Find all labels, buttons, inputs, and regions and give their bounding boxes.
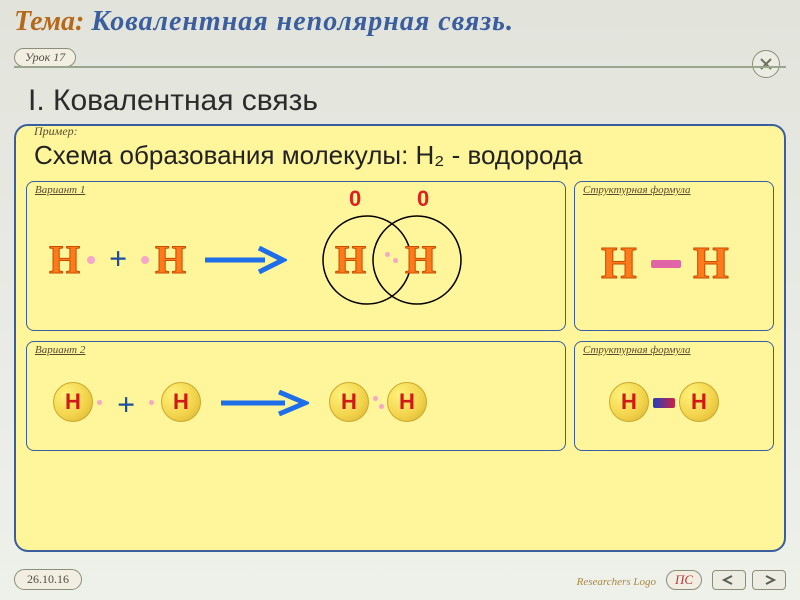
plus-symbol: + — [117, 386, 135, 423]
h-symbol: H — [601, 236, 637, 289]
chevron-right-icon — [762, 575, 776, 585]
variant2-box: Вариант 2 H + H H H — [26, 341, 566, 451]
electron-dot — [149, 400, 154, 405]
bond-line-icon — [651, 260, 681, 268]
atom-label: H — [341, 389, 357, 415]
atom-sphere: H — [53, 382, 93, 422]
struct2-box: Структурная формула H H — [574, 341, 774, 451]
plus-symbol: + — [109, 240, 127, 277]
h-symbol: H — [335, 236, 366, 283]
electron-dot — [385, 252, 390, 257]
atom-sphere: H — [679, 382, 719, 422]
logo-text: Researchers Logo — [577, 576, 656, 588]
electron-dot — [379, 404, 384, 409]
nav-buttons — [712, 570, 786, 590]
atom-sphere: H — [387, 382, 427, 422]
atom-label: H — [173, 389, 189, 415]
variant1-box: Вариант 1 H + H 0 0 — [26, 181, 566, 331]
h-symbol: H — [693, 236, 729, 289]
h-symbol: H — [155, 236, 186, 283]
h-symbol: H — [405, 236, 436, 283]
struct1-label: Структурная формула — [583, 184, 691, 196]
panel-label: Пример: — [34, 124, 78, 139]
lesson-badge: Урок 17 — [14, 48, 76, 67]
chevron-left-icon — [722, 575, 736, 585]
electron-dot — [393, 258, 398, 263]
row-variant-1: Вариант 1 H + H 0 0 — [26, 181, 774, 331]
next-button[interactable] — [752, 570, 786, 590]
variant1-label: Вариант 1 — [35, 184, 85, 196]
atom-sphere: H — [329, 382, 369, 422]
ps-button[interactable]: ПС — [666, 570, 702, 590]
electron-dot — [373, 396, 378, 401]
struct1-box: Структурная формула H H — [574, 181, 774, 331]
atom-label: H — [621, 389, 637, 415]
struct2-label: Структурная формула — [583, 344, 691, 356]
arrow-icon — [203, 246, 287, 274]
atom-sphere: H — [609, 382, 649, 422]
footer: 26.10.16 Researchers Logo ПС — [14, 562, 786, 590]
divider — [14, 66, 786, 68]
variant2-label: Вариант 2 — [35, 344, 85, 356]
row-variant-2: Вариант 2 H + H H H Структурная формула — [26, 341, 774, 451]
prev-button[interactable] — [712, 570, 746, 590]
arrow-icon — [219, 390, 309, 416]
atom-label: H — [399, 389, 415, 415]
panel-subtitle: Схема образования молекулы: H₂ - водород… — [34, 140, 774, 171]
electron-dot — [97, 400, 102, 405]
topic-label: Тема: — [14, 6, 84, 37]
atom-sphere: H — [161, 382, 201, 422]
electron-dot — [87, 256, 95, 264]
orbital-overlap-icon — [303, 208, 483, 318]
electron-dot — [141, 256, 149, 264]
close-button[interactable] — [752, 50, 780, 78]
atom-label: H — [65, 389, 81, 415]
topic-title: Тема: Ковалентная неполярная связь. — [14, 6, 786, 38]
h-symbol: H — [49, 236, 80, 283]
section-heading: I. Ковалентная связь — [28, 84, 318, 118]
close-icon — [759, 57, 773, 71]
topic-text: Ковалентная неполярная связь. — [91, 6, 514, 37]
atom-label: H — [691, 389, 707, 415]
date-badge: 26.10.16 — [14, 569, 82, 590]
bond-line-icon — [653, 398, 675, 408]
main-panel: Пример: Схема образования молекулы: H₂ -… — [14, 124, 786, 552]
